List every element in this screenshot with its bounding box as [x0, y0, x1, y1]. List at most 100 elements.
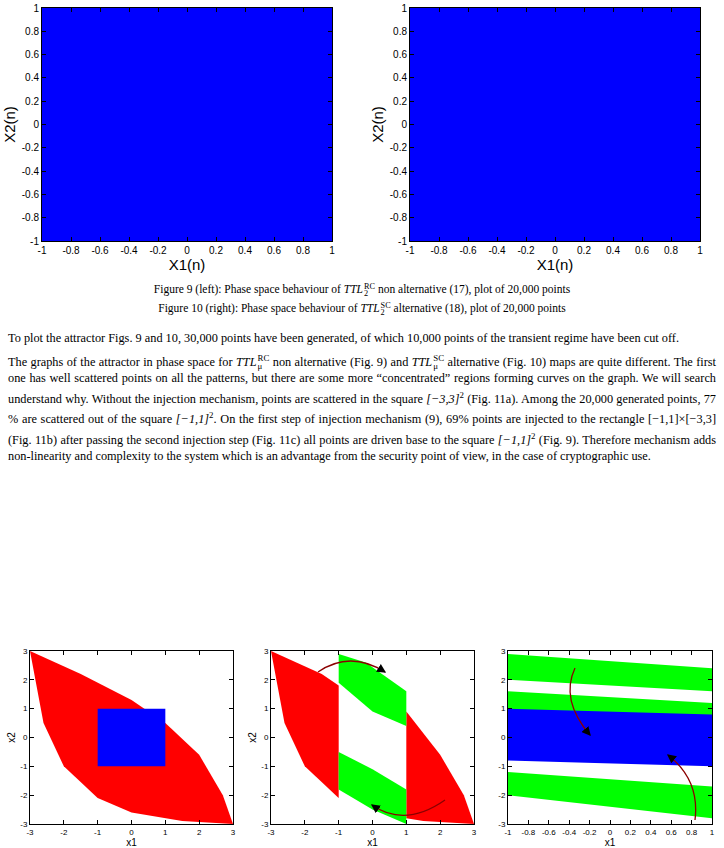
svg-text:-0.4: -0.4: [488, 245, 506, 256]
svg-text:1: 1: [710, 828, 715, 837]
svg-text:-1: -1: [335, 828, 343, 837]
svg-text:0: 0: [401, 119, 407, 130]
svg-text:0.4: 0.4: [645, 828, 657, 837]
svg-text:3: 3: [264, 647, 269, 656]
svg-text:0.4: 0.4: [238, 245, 252, 256]
svg-text:0.8: 0.8: [296, 245, 310, 256]
svg-text:0: 0: [501, 733, 506, 742]
svg-text:0.6: 0.6: [393, 49, 407, 60]
svg-text:-0.6: -0.6: [22, 189, 40, 200]
svg-text:-0.8: -0.8: [522, 828, 536, 837]
svg-text:-0.6: -0.6: [390, 189, 408, 200]
svg-text:0.8: 0.8: [393, 26, 407, 37]
svg-text:-1: -1: [261, 762, 269, 771]
svg-text:0.8: 0.8: [664, 245, 678, 256]
svg-text:-2: -2: [498, 791, 506, 800]
svg-text:-3: -3: [26, 828, 34, 837]
svg-text:0.6: 0.6: [666, 828, 678, 837]
svg-text:0.4: 0.4: [25, 72, 39, 83]
svg-text:0: 0: [184, 245, 190, 256]
svg-text:-0.8: -0.8: [430, 245, 448, 256]
svg-text:1: 1: [404, 828, 409, 837]
svg-text:0.4: 0.4: [393, 72, 407, 83]
svg-text:-1: -1: [498, 762, 506, 771]
svg-text:0: 0: [23, 733, 28, 742]
svg-text:X1(n): X1(n): [169, 256, 206, 273]
svg-text:2: 2: [264, 676, 269, 685]
svg-text:0: 0: [33, 119, 39, 130]
svg-text:1: 1: [264, 704, 269, 713]
svg-text:x2: x2: [247, 732, 258, 743]
svg-text:-0.2: -0.2: [149, 245, 167, 256]
svg-text:X2(n): X2(n): [369, 106, 386, 143]
svg-text:-0.8: -0.8: [390, 212, 408, 223]
svg-text:-3: -3: [261, 820, 269, 829]
svg-text:0.2: 0.2: [25, 96, 39, 107]
svg-text:-0.6: -0.6: [91, 245, 109, 256]
svg-text:-0.4: -0.4: [22, 166, 40, 177]
svg-text:-1: -1: [38, 245, 47, 256]
svg-text:-0.6: -0.6: [459, 245, 477, 256]
svg-text:-2: -2: [261, 791, 269, 800]
html-text:alternative (Fig. 10) maps are: alternative (Fig. 10) maps are quite dif…: [8, 354, 716, 464]
svg-text:3: 3: [472, 828, 477, 837]
svg-text:x1: x1: [126, 837, 137, 848]
svg-text:-0.8: -0.8: [22, 212, 40, 223]
svg-text:-0.2: -0.2: [22, 142, 40, 153]
svg-text:3: 3: [501, 647, 506, 656]
svg-text:0.4: 0.4: [606, 245, 620, 256]
svg-text:1: 1: [163, 828, 168, 837]
svg-text:2: 2: [438, 828, 443, 837]
svg-text:-1: -1: [504, 828, 512, 837]
svg-text:0.2: 0.2: [393, 96, 407, 107]
svg-text:-0.6: -0.6: [542, 828, 556, 837]
svg-text:-0.4: -0.4: [390, 166, 408, 177]
svg-text:0: 0: [370, 828, 375, 837]
svg-text:x2: x2: [6, 732, 17, 743]
svg-text:2: 2: [23, 676, 28, 685]
svg-text:1: 1: [23, 704, 28, 713]
svg-text:0: 0: [264, 733, 269, 742]
svg-text:0: 0: [608, 828, 613, 837]
svg-text:2: 2: [501, 676, 506, 685]
svg-text:0: 0: [552, 245, 558, 256]
svg-text:-0.4: -0.4: [120, 245, 138, 256]
svg-text:-3: -3: [498, 820, 506, 829]
svg-text:0.2: 0.2: [209, 245, 223, 256]
svg-text:-3: -3: [20, 820, 28, 829]
svg-text:-0.2: -0.2: [390, 142, 408, 153]
svg-text:0.2: 0.2: [577, 245, 591, 256]
svg-text:-0.2: -0.2: [517, 245, 535, 256]
svg-text:-1: -1: [94, 828, 102, 837]
svg-text:-2: -2: [301, 828, 309, 837]
svg-text:-0.8: -0.8: [62, 245, 80, 256]
svg-text:3: 3: [23, 647, 28, 656]
svg-text:-1: -1: [398, 236, 407, 247]
svg-text:-1: -1: [30, 236, 39, 247]
svg-text:x1: x1: [367, 837, 378, 848]
svg-text:X1(n): X1(n): [537, 256, 574, 273]
svg-text:1: 1: [33, 3, 39, 14]
svg-text:0: 0: [129, 828, 134, 837]
svg-text:0.8: 0.8: [686, 828, 698, 837]
svg-text:0.6: 0.6: [25, 49, 39, 60]
svg-text:-1: -1: [20, 762, 28, 771]
svg-text:1: 1: [329, 245, 335, 256]
svg-text:-0.2: -0.2: [583, 828, 597, 837]
svg-text:-2: -2: [20, 791, 28, 800]
svg-text:2: 2: [197, 828, 202, 837]
svg-text:-2: -2: [60, 828, 68, 837]
svg-text:0.6: 0.6: [635, 245, 649, 256]
svg-text:X2(n): X2(n): [1, 106, 18, 143]
svg-text:0.2: 0.2: [625, 828, 637, 837]
svg-text:3: 3: [231, 828, 236, 837]
svg-text:x1: x1: [605, 837, 616, 848]
svg-text:-1: -1: [406, 245, 415, 256]
svg-text:1: 1: [697, 245, 703, 256]
svg-text:1: 1: [501, 704, 506, 713]
svg-text:0.8: 0.8: [25, 26, 39, 37]
svg-text:1: 1: [401, 3, 407, 14]
svg-text:0.6: 0.6: [267, 245, 281, 256]
svg-text:-0.4: -0.4: [562, 828, 576, 837]
svg-text:-3: -3: [267, 828, 275, 837]
